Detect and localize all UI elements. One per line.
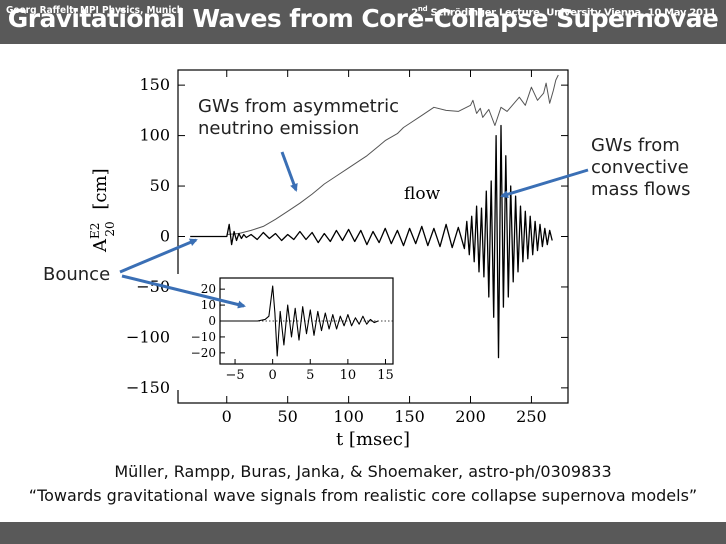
annotation-convective-line1: GWs from — [591, 135, 680, 156]
annotation-asymmetric-line2: neutrino emission — [198, 118, 360, 139]
series-convective — [190, 124, 553, 359]
annotation-arrows — [119, 151, 589, 309]
arrow-bounce-inset — [121, 274, 246, 309]
inset-y-tick-label: −10 — [191, 330, 216, 344]
x-tick-label: 50 — [278, 407, 298, 426]
y-tick-label: −150 — [126, 378, 170, 397]
slide-title: Gravitational Waves from Core-Collapse S… — [7, 4, 719, 33]
y-tick-label: 100 — [139, 126, 170, 145]
x-tick-label: 100 — [333, 407, 364, 426]
y-axis-label: AE220 [cm] — [88, 168, 117, 253]
arrow-bounce-main — [119, 238, 198, 274]
inset-chart: −5 0 5 10 15 20 10 0 −10 −20 — [176, 274, 401, 390]
x-tick-label: 150 — [394, 407, 425, 426]
inset-x-tick-label: 15 — [377, 368, 394, 383]
title-bar — [0, 0, 726, 44]
x-axis-label: t [msec] — [336, 429, 410, 450]
footer-author: Georg Raffelt, MPI Physics, Munich — [6, 5, 184, 16]
y-tick-label: 50 — [150, 176, 170, 195]
inset-y-tick-label: 20 — [201, 282, 216, 296]
citation-title: “Towards gravitational wave signals from… — [28, 486, 698, 505]
y-axis-label-unit: [cm] — [90, 168, 111, 215]
inset-x-tick-label: 0 — [269, 368, 277, 383]
footer-ordinal-suffix: nd — [417, 5, 428, 13]
annotation-convective: GWs from convective mass flows — [591, 135, 691, 201]
inset-x-tick-label: 10 — [340, 368, 357, 383]
annotation-asymmetric: GWs from asymmetric neutrino emission — [198, 96, 399, 140]
inset-y-tick-label: −20 — [191, 346, 216, 360]
series-bounce_zoom — [220, 285, 379, 357]
inline-label-flow: flow — [404, 184, 441, 204]
arrow-convective — [500, 168, 589, 199]
footer-event: 2nd Schrödinger Lecture, University Vien… — [411, 5, 716, 18]
footer-bar — [0, 522, 726, 544]
x-tick-label: 200 — [455, 407, 486, 426]
annotation-bounce: Bounce — [43, 264, 111, 285]
y-tick-label: −100 — [126, 327, 170, 346]
inset-x-tick-label: 5 — [306, 368, 314, 383]
inset-y-tick-label: 0 — [208, 314, 216, 328]
y-axis-label-main: A — [90, 238, 111, 253]
citation-authors: Müller, Rampp, Buras, Janka, & Shoemaker… — [114, 462, 612, 481]
arrow-asymmetric — [280, 151, 298, 192]
inset-y-tick-label: 10 — [201, 298, 216, 312]
annotation-convective-line2: convective — [591, 157, 689, 178]
footer-ordinal: 2 — [411, 7, 418, 19]
y-tick-label: 150 — [139, 75, 170, 94]
series-neutrino — [226, 74, 559, 235]
y-axis-label-sub: 20 — [103, 221, 117, 236]
annotation-convective-line3: mass flows — [591, 179, 691, 200]
inset-x-tick-label: −5 — [225, 368, 244, 383]
footer-event-rest: Schrödinger Lecture, University Vienna, … — [427, 7, 716, 19]
annotation-asymmetric-line1: GWs from asymmetric — [198, 96, 400, 117]
y-axis-label-sup: E2 — [88, 223, 102, 239]
x-tick-label: 250 — [516, 407, 547, 426]
y-tick-label: 0 — [160, 227, 170, 246]
x-tick-label: 0 — [222, 407, 232, 426]
